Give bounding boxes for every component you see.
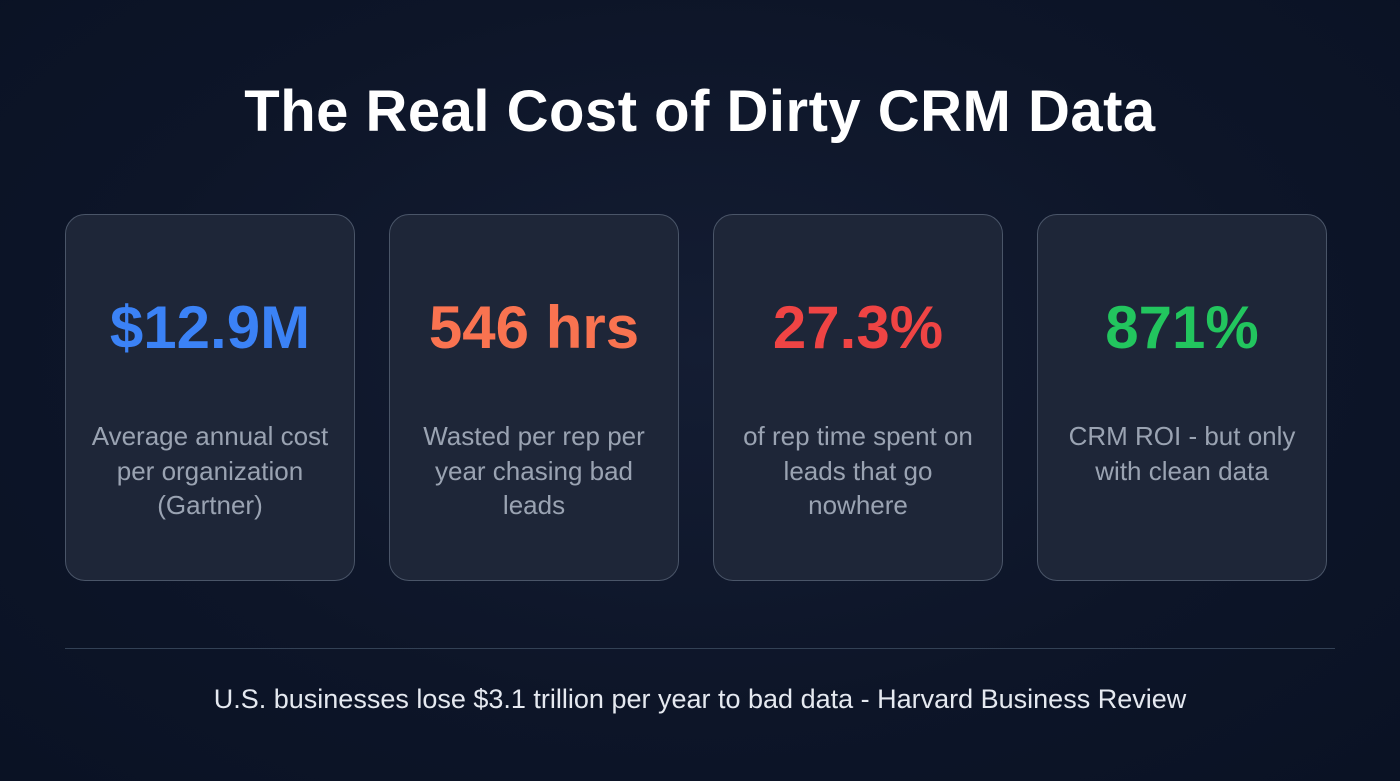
footer-source: U.S. businesses lose $3.1 trillion per y…	[213, 684, 1187, 714]
stat-description: of rep time spent on leads that go nowhe…	[743, 421, 973, 520]
stat-description: Average annual cost per organization (Ga…	[91, 421, 329, 520]
page-title: The Real Cost of Dirty CRM Data	[244, 79, 1156, 144]
stat-cards: $12.9M Average annual cost per organizat…	[65, 214, 1327, 581]
stat-value: $12.9M	[109, 294, 311, 361]
stat-card-roi: 871% CRM ROI - but only with clean data	[1037, 214, 1327, 581]
stat-card-cost: $12.9M Average annual cost per organizat…	[65, 214, 355, 581]
stat-value: 27.3%	[772, 294, 944, 361]
divider	[65, 648, 1335, 649]
stat-description: Wasted per rep per year chasing bad lead…	[423, 421, 645, 520]
stat-card-hours: 546 hrs Wasted per rep per year chasing …	[389, 214, 679, 581]
stat-value: 871%	[1105, 294, 1259, 361]
stat-description: CRM ROI - but only with clean data	[1068, 421, 1296, 486]
stat-value: 546 hrs	[428, 294, 640, 361]
stat-card-time: 27.3% of rep time spent on leads that go…	[713, 214, 1003, 581]
